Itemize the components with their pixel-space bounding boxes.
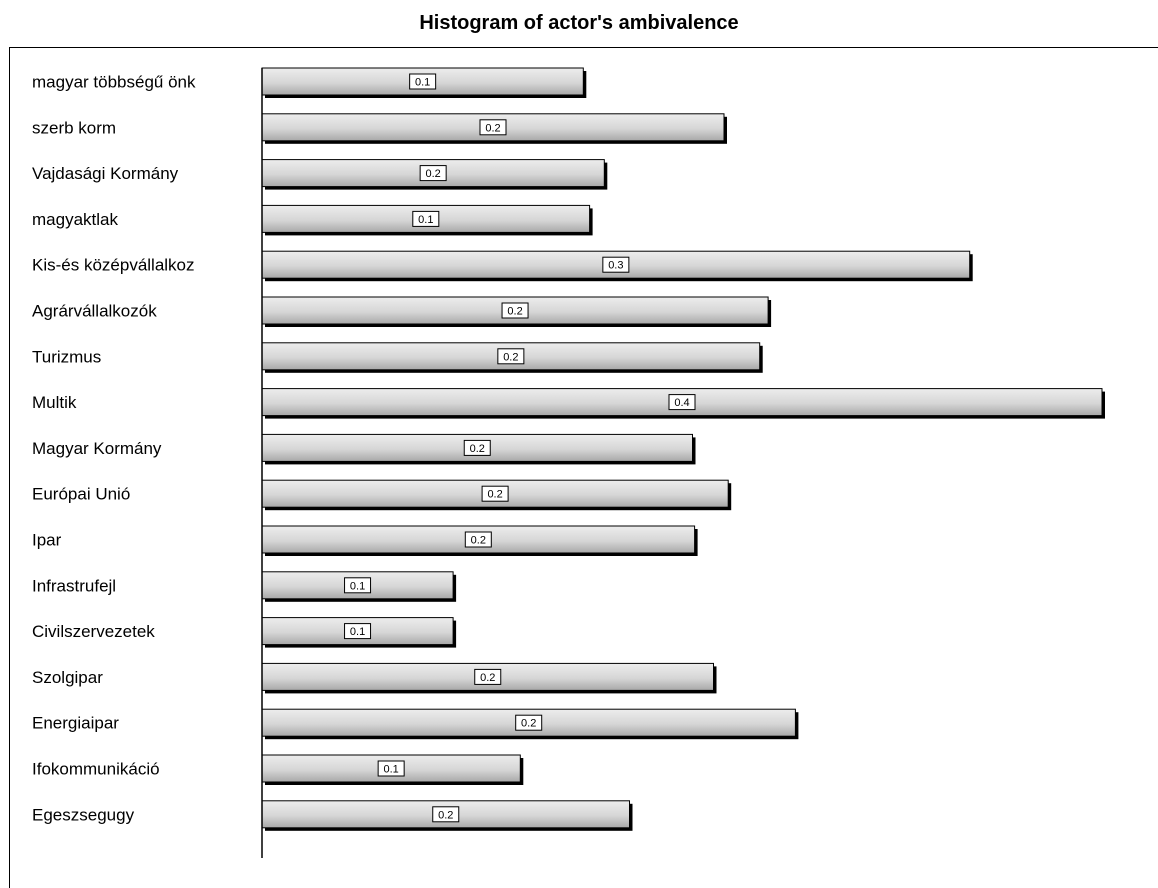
value-label-box (479, 119, 507, 136)
category-label: magyaktlak (32, 210, 118, 229)
plot-frame (9, 47, 1158, 888)
value-label-box (463, 439, 491, 456)
value-label: 0.4 (674, 397, 689, 409)
value-label-box (377, 760, 405, 777)
value-label-box (481, 485, 509, 502)
value-label: 0.2 (471, 535, 486, 547)
value-label-box (344, 577, 372, 594)
category-label: Energiaipar (32, 714, 119, 733)
category-label: Egeszsegugy (32, 805, 135, 824)
category-label: Európai Unió (32, 485, 130, 504)
value-label: 0.2 (507, 306, 522, 318)
category-label: Civilszervezetek (32, 622, 155, 641)
value-label-box (432, 806, 460, 823)
value-label-box (419, 165, 447, 182)
value-label: 0.2 (503, 351, 518, 363)
value-label-box (602, 256, 630, 273)
bar (261, 479, 729, 508)
category-label: Kis-és középvállalkoz (32, 256, 195, 275)
category-label: Multik (32, 393, 77, 412)
category-label: Ipar (32, 531, 62, 550)
value-label: 0.1 (350, 580, 365, 592)
category-label: szerb korm (32, 118, 116, 137)
bar (261, 571, 454, 600)
value-label: 0.1 (418, 214, 433, 226)
value-label: 0.1 (350, 626, 365, 638)
value-label: 0.1 (384, 764, 399, 776)
category-label: Infrastrufejl (32, 576, 116, 595)
value-label-box (501, 302, 529, 319)
value-label: 0.2 (438, 809, 453, 821)
value-label-box (497, 348, 525, 365)
category-label: Magyar Kormány (32, 439, 162, 458)
value-label-box (515, 714, 543, 731)
category-label: Turizmus (32, 347, 101, 366)
category-label: Szolgipar (32, 668, 103, 687)
value-label: 0.2 (480, 672, 495, 684)
value-label: 0.3 (608, 260, 623, 272)
value-label: 0.2 (487, 489, 502, 501)
value-label-box (412, 210, 440, 227)
value-label: 0.2 (521, 718, 536, 730)
value-label: 0.1 (415, 77, 430, 89)
category-label: Agrárvállalkozók (32, 302, 157, 321)
value-label: 0.2 (485, 122, 500, 134)
value-label: 0.2 (426, 168, 441, 180)
value-label-box (464, 531, 492, 548)
category-label: Ifokommunikáció (32, 760, 160, 779)
value-label: 0.2 (470, 443, 485, 455)
value-label-box (474, 668, 502, 685)
chart-title: Histogram of actor's ambivalence (419, 12, 739, 34)
bars-layer: magyar többségű önk 0.1 szerb korm 0.2 Vajda… (32, 67, 1105, 831)
value-label-box (344, 623, 372, 640)
category-label: magyar többségű önk (32, 73, 196, 92)
value-label-box (668, 394, 696, 411)
value-label-box (409, 73, 437, 90)
category-label: Vajdasági Kormány (32, 164, 179, 183)
